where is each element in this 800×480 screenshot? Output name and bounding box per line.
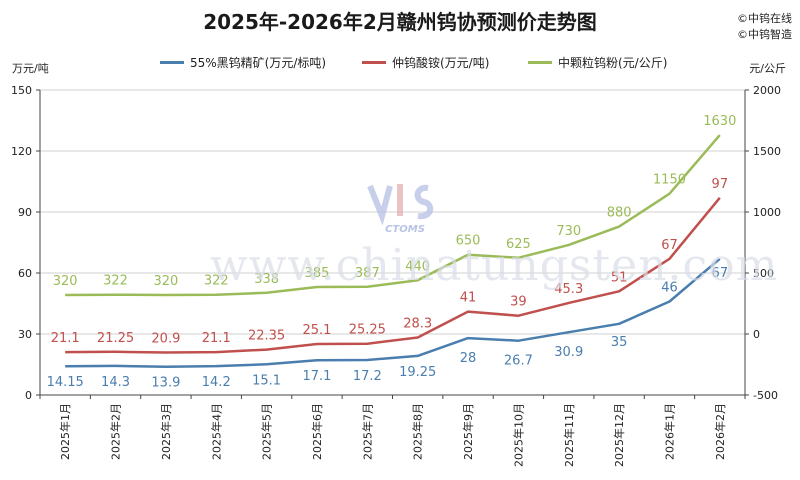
data-label: 322 [204, 274, 229, 289]
x-tick-label: 2025年11月 [562, 403, 576, 467]
data-label: 28.3 [403, 316, 432, 331]
data-label: 35 [611, 335, 628, 350]
legend-label-powder: 中颗粒钨粉(元/公斤) [558, 56, 668, 70]
y-right-ticks: -500 0 500 1000 1500 2000 [745, 84, 781, 402]
data-label: 30.9 [554, 345, 583, 360]
x-tick-label: 2025年7月 [360, 403, 374, 460]
data-label: 320 [53, 274, 78, 289]
legend-swatch-concentrate [160, 61, 184, 64]
data-label: 387 [355, 266, 380, 281]
data-label: 22.35 [248, 329, 285, 344]
data-label: 21.1 [202, 331, 231, 346]
y-right-tick-label: 0 [753, 328, 760, 341]
data-label: 880 [607, 206, 632, 221]
y-right-tick-label: 1500 [753, 145, 781, 158]
data-label: 51 [611, 270, 628, 285]
y-right-tick-label: 1000 [753, 206, 781, 219]
series-line-1 [65, 197, 721, 354]
series-lines [65, 134, 721, 368]
credit-2: ©中钨智造 [737, 28, 792, 41]
y-right-axis-label: 元/公斤 [749, 62, 786, 75]
data-label: 13.9 [151, 376, 180, 391]
x-tick-label: 2025年3月 [159, 403, 173, 460]
x-tick-label: 2025年4月 [209, 403, 223, 460]
data-label: 21.25 [97, 331, 134, 346]
watermark-text: www.chinatungsten.com [210, 240, 779, 291]
x-tick-label: 2025年9月 [461, 403, 475, 460]
data-label: 1150 [653, 173, 686, 188]
chart-title: 2025年-2026年2月赣州钨协预测价走势图 [203, 10, 597, 34]
data-label: 440 [405, 259, 430, 274]
data-label: 39 [510, 295, 527, 310]
series-line-0 [65, 257, 721, 368]
data-label: 19.25 [399, 365, 436, 380]
x-tick-label: 2025年6月 [310, 403, 324, 460]
data-label: 15.1 [252, 373, 281, 388]
data-label: 730 [556, 224, 581, 239]
y-left-tick-label: 150 [11, 84, 32, 97]
legend-item-powder: 中颗粒钨粉(元/公斤) [528, 54, 667, 71]
legend: 55%黑钨精矿(万元/标吨) 仲钨酸铵(万元/吨) 中颗粒钨粉(元/公斤) [0, 54, 800, 72]
x-ticks: 2025年1月 2025年2月 2025年3月 2025年4月 2025年5月 2025年… [39, 395, 746, 467]
data-label: 17.2 [353, 369, 382, 384]
data-labels: 14.15 14.3 13.9 14.2 15.1 17.1 17.2 19.25 28 26.7… [47, 114, 737, 391]
data-label: 14.15 [47, 375, 84, 390]
y-left-ticks: 0 30 60 90 120 150 [11, 84, 40, 402]
data-label: 1630 [703, 114, 736, 129]
y-left-tick-label: 90 [18, 206, 32, 219]
data-label: 625 [506, 237, 531, 252]
data-label: 14.3 [101, 375, 130, 390]
data-label: 25.25 [349, 323, 386, 338]
y-left-axis-label: 万元/吨 [12, 62, 49, 75]
legend-item-apt: 仲钨酸铵(万元/吨) [362, 54, 489, 71]
legend-swatch-powder [528, 61, 552, 64]
x-tick-label: 2025年5月 [260, 403, 274, 460]
data-label: 14.2 [202, 375, 231, 390]
x-tick-label: 2025年1月 [58, 403, 72, 460]
data-label: 20.9 [151, 332, 180, 347]
data-label: 67 [712, 266, 729, 281]
y-left-tick-label: 0 [25, 389, 32, 402]
data-label: 45.3 [554, 282, 583, 297]
data-label: 322 [103, 274, 128, 289]
data-label: 650 [456, 234, 481, 249]
y-left-tick-label: 30 [18, 328, 32, 341]
y-right-tick-label: 500 [753, 267, 774, 280]
legend-label-apt: 仲钨酸铵(万元/吨) [392, 56, 490, 70]
data-label: 28 [460, 351, 477, 366]
data-label: 97 [712, 177, 729, 192]
data-label: 320 [153, 274, 178, 289]
credit-1: ©中钨在线 [737, 12, 792, 25]
y-right-tick-label: -500 [753, 389, 778, 402]
watermark-logo: CTOMS [367, 184, 434, 235]
data-label: 338 [254, 272, 279, 287]
data-label: 25.1 [302, 323, 331, 338]
data-label: 17.1 [302, 369, 331, 384]
data-label: 21.1 [51, 331, 80, 346]
data-label: 385 [305, 266, 330, 281]
data-label: 26.7 [504, 354, 533, 369]
y-right-tick-label: 2000 [753, 84, 781, 97]
plot-area [40, 90, 745, 395]
data-label: 46 [661, 280, 678, 295]
legend-item-concentrate: 55%黑钨精矿(万元/标吨) [160, 54, 326, 71]
data-label: 67 [661, 238, 678, 253]
x-tick-label: 2025年10月 [511, 403, 525, 467]
x-tick-label: 2026年1月 [662, 403, 676, 460]
x-tick-label: 2025年8月 [411, 403, 425, 460]
y-left-tick-label: 120 [11, 145, 32, 158]
legend-label-concentrate: 55%黑钨精矿(万元/标吨) [190, 56, 327, 70]
series-line-2 [65, 134, 721, 297]
data-label: 41 [460, 291, 477, 306]
watermark-logo-text: CTOMS [385, 224, 425, 235]
legend-swatch-apt [362, 61, 386, 64]
y-left-tick-label: 60 [18, 267, 32, 280]
x-tick-label: 2025年12月 [612, 403, 626, 467]
x-tick-label: 2026年2月 [713, 403, 727, 460]
x-tick-label: 2025年2月 [109, 403, 123, 460]
